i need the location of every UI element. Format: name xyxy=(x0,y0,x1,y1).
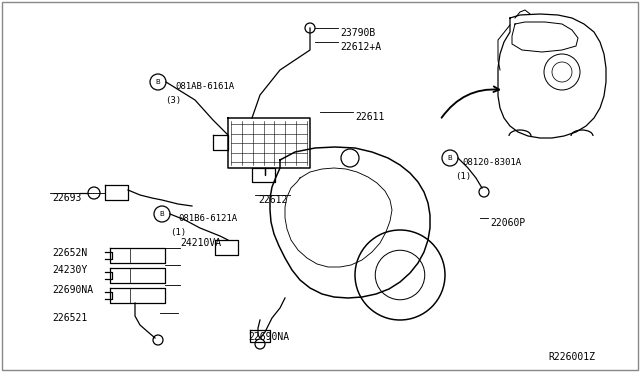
Text: (3): (3) xyxy=(165,96,181,105)
Text: B: B xyxy=(159,211,164,217)
Text: 22060P: 22060P xyxy=(490,218,525,228)
Text: 24210VA: 24210VA xyxy=(180,238,221,248)
Text: 226521: 226521 xyxy=(52,313,87,323)
Text: B: B xyxy=(447,155,452,161)
Text: 23790B: 23790B xyxy=(340,28,375,38)
Text: 22652N: 22652N xyxy=(52,248,87,258)
Text: 08120-8301A: 08120-8301A xyxy=(462,158,521,167)
Text: 22693: 22693 xyxy=(52,193,81,203)
Text: 24230Y: 24230Y xyxy=(52,265,87,275)
Text: 22612+A: 22612+A xyxy=(340,42,381,52)
Text: B: B xyxy=(156,79,161,85)
Text: 22690NA: 22690NA xyxy=(52,285,93,295)
Text: 081AB-6161A: 081AB-6161A xyxy=(175,82,234,91)
Text: (1): (1) xyxy=(170,228,186,237)
Text: 22612: 22612 xyxy=(258,195,287,205)
Text: R226001Z: R226001Z xyxy=(548,352,595,362)
Text: 081B6-6121A: 081B6-6121A xyxy=(178,214,237,223)
Text: (1): (1) xyxy=(455,172,471,181)
Text: 22611: 22611 xyxy=(355,112,385,122)
Text: 22690NA: 22690NA xyxy=(248,332,289,342)
